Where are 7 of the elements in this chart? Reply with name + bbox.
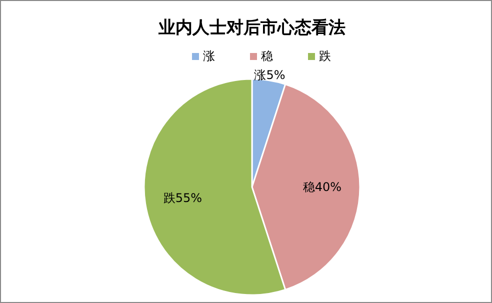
data-label: 稳40% xyxy=(302,180,342,194)
chart-title: 业内人士对后市心态看法 xyxy=(158,18,346,38)
data-label: 跌55% xyxy=(163,190,202,205)
legend-label: 稳 xyxy=(261,49,273,63)
legend-label: 跌 xyxy=(319,49,331,63)
data-label: 涨5% xyxy=(254,68,286,82)
legend-label: 涨 xyxy=(203,49,215,63)
